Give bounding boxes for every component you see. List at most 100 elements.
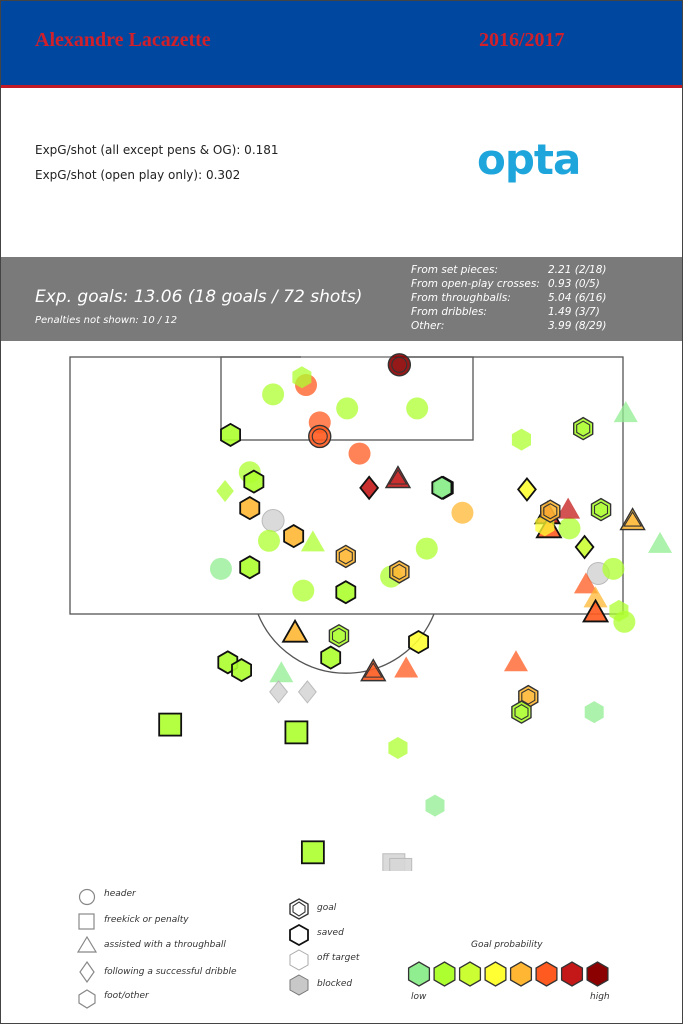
shot-marker-circle — [257, 529, 280, 552]
legend-outcome-label: blocked — [317, 979, 353, 989]
probability-title: Goal probability — [471, 940, 543, 950]
probability-swatch — [560, 961, 584, 987]
shot-marker-circle — [602, 557, 625, 580]
breakdown-label: From dribbles: — [411, 306, 487, 318]
probability-swatch — [586, 961, 609, 987]
probability-swatch — [458, 961, 482, 987]
breakdown-label: From open-play crosses: — [411, 278, 540, 290]
shot-marker-circle — [336, 397, 359, 420]
shot-marker-square — [389, 857, 413, 871]
shot-marker-hexagon — [425, 794, 445, 817]
title-bar: Alexandre Lacazette 2016/2017 — [1, 1, 682, 85]
shot-marker-circle — [348, 442, 371, 465]
title-rule — [1, 85, 682, 88]
shot-marker-diamond — [216, 479, 234, 502]
legend-saved-icon — [289, 923, 309, 947]
probability-low-label: low — [411, 992, 427, 1002]
legend-outcome-label: off target — [317, 953, 360, 963]
legend-outcome-label: saved — [317, 928, 344, 938]
legend-shape-label: foot/other — [104, 991, 149, 1001]
legend-goal-icon — [289, 898, 309, 920]
shot-marker-hexagon — [239, 496, 261, 521]
shot-marker-triangle — [583, 586, 608, 608]
legend-shape-label: assisted with a throughball — [104, 940, 226, 950]
breakdown-label: From set pieces: — [411, 264, 499, 276]
shot-marker-triangle — [648, 531, 673, 553]
summary-band: Exp. goals: 13.06 (18 goals / 72 shots) … — [1, 257, 682, 341]
shot-marker-triangle — [281, 618, 309, 643]
shot-marker-diamond — [516, 476, 537, 502]
penalty-area-line — [69, 356, 624, 615]
shot-marker-hexagon — [239, 555, 261, 580]
probability-swatch — [433, 961, 456, 987]
shot-marker-hexagon — [231, 658, 253, 683]
shot-marker-square — [158, 712, 183, 737]
shot-marker-hexagon — [584, 701, 604, 724]
legend-shape-label: following a successful dribble — [104, 967, 237, 977]
shot-marker-triangle — [300, 530, 325, 552]
shot-marker-circle — [406, 397, 429, 420]
season-label: 2016/2017 — [479, 29, 565, 51]
player-name: Alexandre Lacazette — [35, 29, 211, 51]
shot-marker-circle — [451, 501, 474, 524]
shot-marker-diamond — [297, 680, 317, 704]
shot-marker-hexagon — [335, 544, 356, 569]
shot-marker-square — [300, 840, 325, 865]
shot-marker-triangle — [582, 598, 610, 623]
shot-marker-triangle — [613, 401, 638, 423]
probability-swatch — [484, 961, 507, 987]
shot-marker-hexagon — [511, 428, 531, 451]
legend-outcome-label: goal — [317, 903, 337, 913]
shot-marker-diamond — [269, 680, 289, 704]
shot-marker-diamond — [359, 475, 380, 501]
shot-marker-triangle — [619, 507, 646, 531]
shot-marker-hexagon — [320, 645, 342, 670]
expected-goals-total: Exp. goals: 13.06 (18 goals / 72 shots) — [35, 287, 363, 307]
shot-map-pitch — [69, 353, 673, 871]
shot-marker-hexagon — [408, 629, 430, 655]
shot-marker-triangle — [556, 497, 581, 519]
shot-marker-circle — [558, 517, 581, 540]
shot-marker-circle — [262, 383, 285, 406]
expg-per-shot-open: ExpG/shot (open play only): 0.302 — [35, 168, 241, 182]
breakdown-label: Other: — [411, 320, 445, 332]
shot-marker-hexagon — [431, 475, 453, 500]
legend-graphics — [76, 888, 609, 1009]
shot-marker-hexagon — [609, 599, 629, 622]
probability-scale — [407, 961, 609, 987]
expg-per-shot-all: ExpG/shot (all except pens & OG): 0.181 — [35, 143, 279, 157]
legend-foot-icon — [78, 989, 96, 1009]
breakdown-value: 0.93 (0/5) — [548, 278, 600, 290]
penalties-note: Penalties not shown: 10 / 12 — [35, 315, 178, 326]
shot-marker-triangle — [384, 465, 412, 489]
shot-marker-hexagon — [511, 700, 532, 724]
probability-swatch — [407, 961, 431, 987]
legend-shape-label: freekick or penalty — [104, 915, 189, 925]
legend-freekick-icon — [78, 913, 95, 930]
shot-marker-diamond — [574, 534, 595, 560]
shot-marker-hexagon — [220, 422, 242, 447]
shot-marker-triangle — [360, 658, 387, 682]
legend-blocked-icon — [289, 974, 309, 996]
shot-marker-triangle — [573, 572, 598, 594]
probability-swatch — [535, 961, 558, 987]
shot-marker-circle — [209, 557, 232, 580]
shot-marker-hexagon — [540, 499, 561, 524]
legend-throughball-icon — [76, 935, 98, 953]
legend-goal-icon — [292, 901, 306, 917]
breakdown-value: 3.99 (8/29) — [548, 320, 607, 332]
legend-dribble-icon — [79, 960, 95, 984]
shot-marker-hexagon — [590, 497, 612, 522]
legend-off-target-icon — [289, 949, 309, 971]
shot-marker-triangle — [503, 650, 528, 672]
legend-header-icon — [78, 888, 96, 906]
probability-high-label: high — [590, 992, 610, 1002]
shot-marker-hexagon — [243, 469, 265, 494]
shot-marker-hexagon — [328, 623, 350, 648]
shot-marker-hexagon — [283, 524, 305, 549]
shot-marker-hexagon — [389, 560, 410, 584]
breakdown-value: 2.21 (2/18) — [548, 264, 607, 276]
shots-layer — [158, 353, 673, 871]
breakdown-label: From throughballs: — [411, 292, 511, 304]
